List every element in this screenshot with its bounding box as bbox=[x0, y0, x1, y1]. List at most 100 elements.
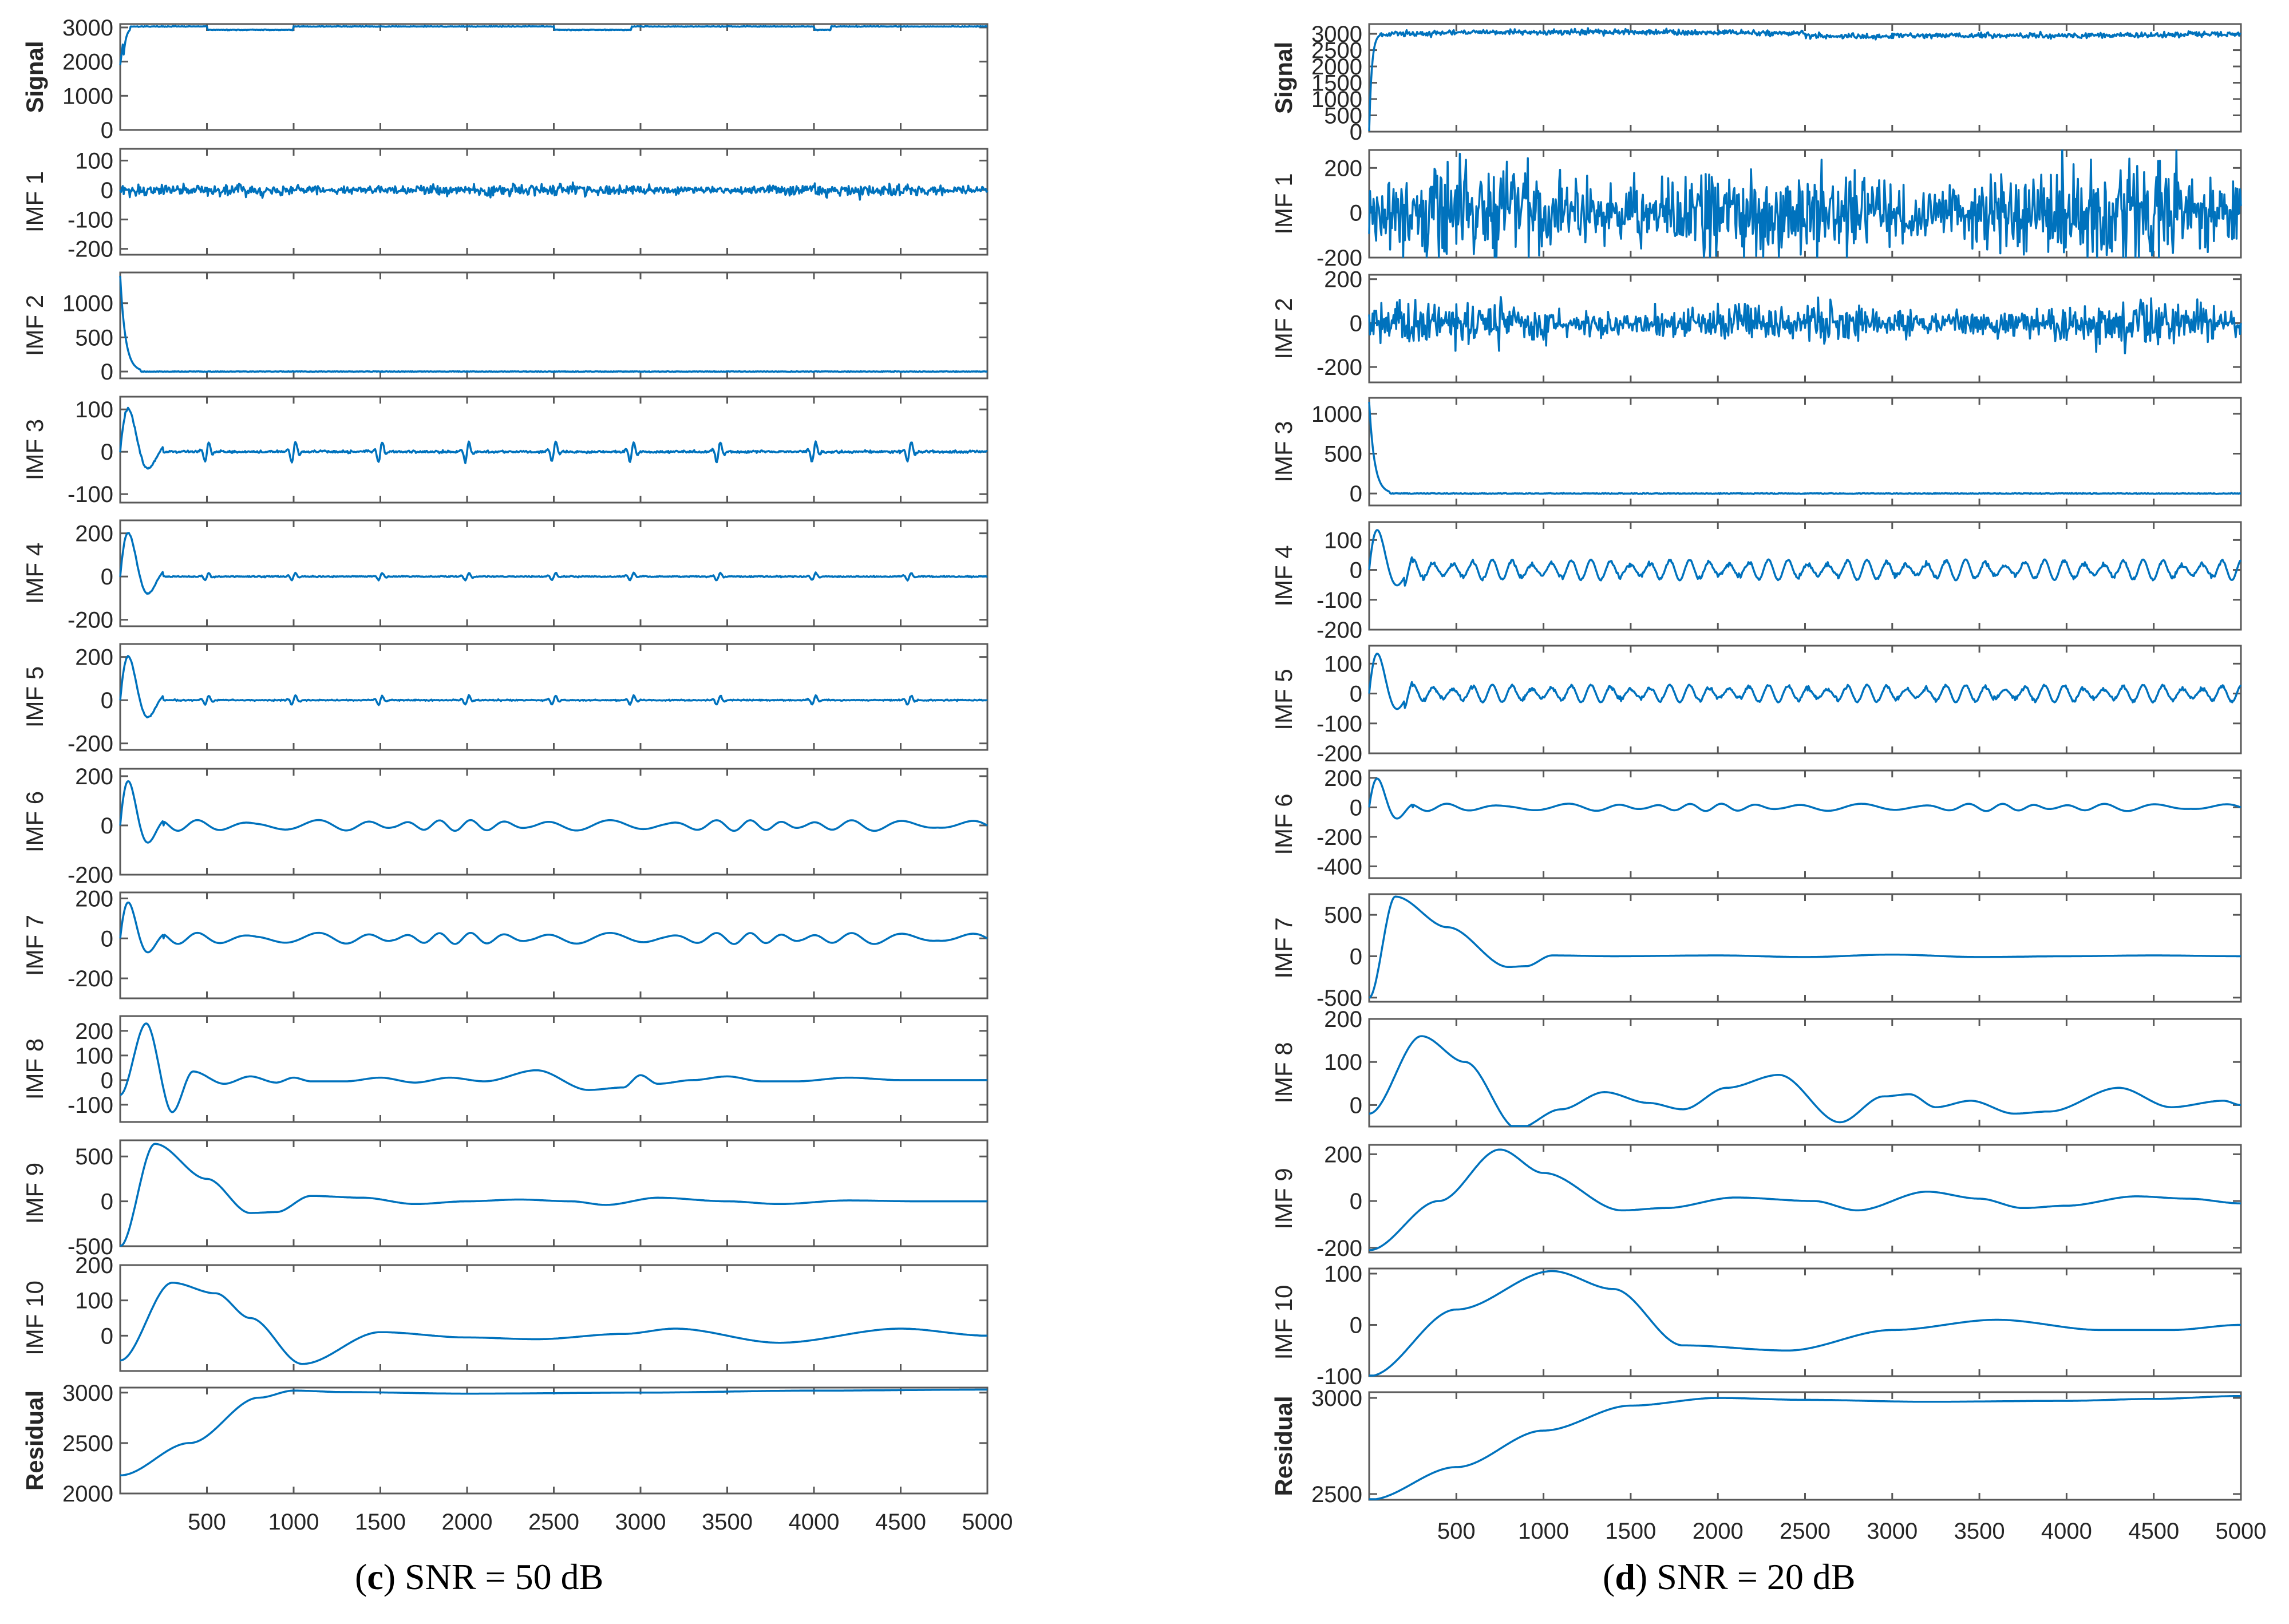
y-tick-label: 3000 bbox=[1311, 22, 1362, 47]
series-line-signal bbox=[1368, 27, 2241, 132]
y-tick-label: 0 bbox=[1350, 1189, 1362, 1214]
y-axis-label: IMF 8 bbox=[1270, 1042, 1297, 1103]
y-axis-label: IMF 3 bbox=[21, 419, 48, 480]
panel-d-caption: (d) SNR = 20 dB bbox=[1603, 1556, 1856, 1597]
y-tick-label: 200 bbox=[75, 1253, 113, 1278]
y-tick-label: 0 bbox=[101, 178, 113, 203]
series-line-imf-1 bbox=[1368, 149, 2242, 258]
x-axis-labels-c: 500 1000 1500 2000 2500 3000 3500 4000 4500 5000 bbox=[188, 1510, 1013, 1535]
y-axis-label: IMF 5 bbox=[21, 666, 48, 728]
y-tick-label: -200 bbox=[68, 237, 113, 262]
x-tick-label: 2000 bbox=[442, 1510, 493, 1535]
y-tick-label: 0 bbox=[1350, 795, 1362, 820]
y-tick-label: 0 bbox=[101, 1068, 113, 1093]
subplot-d-11: -100 0 100 IMF 10 bbox=[1270, 1262, 2242, 1389]
y-tick-label: 3000 bbox=[62, 15, 113, 41]
x-tick-label: 4000 bbox=[2041, 1519, 2092, 1544]
subplot-c-3: 0 500 1000 IMF 2 bbox=[21, 271, 989, 385]
x-tick-label: 4000 bbox=[789, 1510, 840, 1535]
series-line-residual bbox=[120, 1388, 988, 1477]
x-tick-label: 1000 bbox=[268, 1510, 319, 1535]
axes-frame bbox=[1368, 1391, 2242, 1501]
y-tick-label: 0 bbox=[101, 688, 113, 713]
subplot-c-1: 0 1000 2000 3000 Signal bbox=[21, 15, 989, 143]
subplot-d-10: -200 0 200 IMF 9 bbox=[1270, 1142, 2242, 1261]
y-axis-label: IMF 6 bbox=[1270, 793, 1297, 855]
y-axis-label: IMF 4 bbox=[21, 543, 48, 604]
x-tick-label: 500 bbox=[1437, 1519, 1476, 1544]
x-tick-label: 1500 bbox=[1605, 1519, 1656, 1544]
y-tick-label: 0 bbox=[1350, 1093, 1362, 1118]
series-line-imf-3 bbox=[1368, 401, 2241, 496]
series-line-imf-7 bbox=[119, 901, 988, 954]
y-tick-label: -100 bbox=[1317, 712, 1362, 737]
y-tick-label: -100 bbox=[68, 1093, 113, 1118]
y-tick-label: 2500 bbox=[1311, 38, 1362, 64]
axes-frame bbox=[119, 1139, 989, 1247]
y-axis-label: IMF 9 bbox=[1270, 1168, 1297, 1229]
y-tick-label: -100 bbox=[1317, 1364, 1362, 1389]
y-tick-label: 2500 bbox=[62, 1431, 113, 1456]
y-tick-label: 0 bbox=[101, 813, 113, 839]
x-tick-label: 5000 bbox=[2216, 1519, 2267, 1544]
subplot-d-5: -200 -100 0 100 IMF 4 bbox=[1270, 521, 2242, 643]
axes-frame bbox=[119, 891, 989, 999]
y-axis-label: IMF 3 bbox=[1270, 421, 1297, 482]
y-tick-label: 200 bbox=[1324, 766, 1362, 791]
series-line-imf-8 bbox=[120, 1022, 988, 1113]
axes-frame bbox=[119, 23, 989, 131]
y-tick-label: 2500 bbox=[1311, 1482, 1362, 1507]
series-line-imf-9 bbox=[1369, 1148, 2241, 1251]
axes-frame bbox=[119, 1386, 989, 1495]
series-line-imf-9 bbox=[120, 1143, 988, 1247]
y-tick-label: 200 bbox=[75, 1019, 113, 1044]
y-tick-label: 200 bbox=[75, 886, 113, 911]
subplot-d-8: -500 0 500 IMF 7 bbox=[1270, 893, 2242, 1011]
y-tick-label: 1000 bbox=[1311, 87, 1362, 112]
y-tick-label: 100 bbox=[75, 397, 113, 422]
x-tick-label: 1500 bbox=[355, 1510, 406, 1535]
y-tick-label: 2000 bbox=[62, 1481, 113, 1507]
y-tick-label: -200 bbox=[1317, 355, 1362, 380]
y-tick-label: -200 bbox=[68, 608, 113, 633]
x-axis-labels-d: 500 1000 1500 2000 2500 3000 3500 4000 4500 5000 bbox=[1437, 1519, 2267, 1544]
series-line-imf-2 bbox=[1368, 296, 2242, 354]
series-line-imf-3 bbox=[119, 406, 988, 470]
subplot-c-7: -200 0 200 IMF 6 bbox=[21, 764, 989, 888]
y-tick-label: 500 bbox=[75, 1144, 113, 1169]
y-tick-label: 500 bbox=[1324, 104, 1362, 129]
y-tick-label: 0 bbox=[101, 1323, 113, 1349]
y-tick-label: 100 bbox=[75, 149, 113, 174]
y-axis-label: Signal bbox=[1270, 42, 1297, 114]
y-tick-label: 0 bbox=[1350, 201, 1362, 226]
y-axis-label: Signal bbox=[21, 41, 48, 113]
y-axis-label: IMF 6 bbox=[21, 791, 48, 852]
subplot-d-12: 2500 3000 Residual bbox=[1270, 1386, 2242, 1507]
panel-c-caption: (c) SNR = 50 dB bbox=[355, 1556, 604, 1597]
subplot-d-7: -400 -200 0 200 IMF 6 bbox=[1270, 766, 2242, 879]
series-line-imf-4 bbox=[119, 532, 988, 595]
y-axis-label: IMF 10 bbox=[1270, 1285, 1297, 1360]
y-tick-label: 0 bbox=[101, 440, 113, 465]
y-tick-label: 2000 bbox=[62, 50, 113, 75]
y-tick-label: 1000 bbox=[62, 84, 113, 109]
axes-frame bbox=[119, 1015, 989, 1123]
y-axis-label: IMF 2 bbox=[1270, 298, 1297, 359]
y-tick-label: 0 bbox=[1350, 120, 1362, 145]
series-line-imf-6 bbox=[1368, 777, 2241, 820]
y-tick-label: 0 bbox=[101, 926, 113, 951]
y-tick-label: 200 bbox=[1324, 1142, 1362, 1167]
y-axis-label: IMF 7 bbox=[1270, 917, 1297, 978]
y-tick-label: 200 bbox=[75, 764, 113, 789]
x-tick-label: 3500 bbox=[702, 1510, 753, 1535]
axes-frame bbox=[1368, 893, 2242, 1003]
y-tick-label: -200 bbox=[1317, 618, 1362, 643]
series-line-signal bbox=[119, 25, 988, 65]
y-tick-label: 1500 bbox=[1311, 71, 1362, 96]
y-tick-label: -100 bbox=[68, 207, 113, 232]
series-line-imf-2 bbox=[119, 275, 988, 373]
subplot-c-10: -500 0 500 IMF 9 bbox=[21, 1139, 989, 1259]
subplot-d-6: -200 -100 0 100 IMF 5 bbox=[1270, 645, 2242, 766]
series-line-imf-6 bbox=[119, 780, 988, 844]
